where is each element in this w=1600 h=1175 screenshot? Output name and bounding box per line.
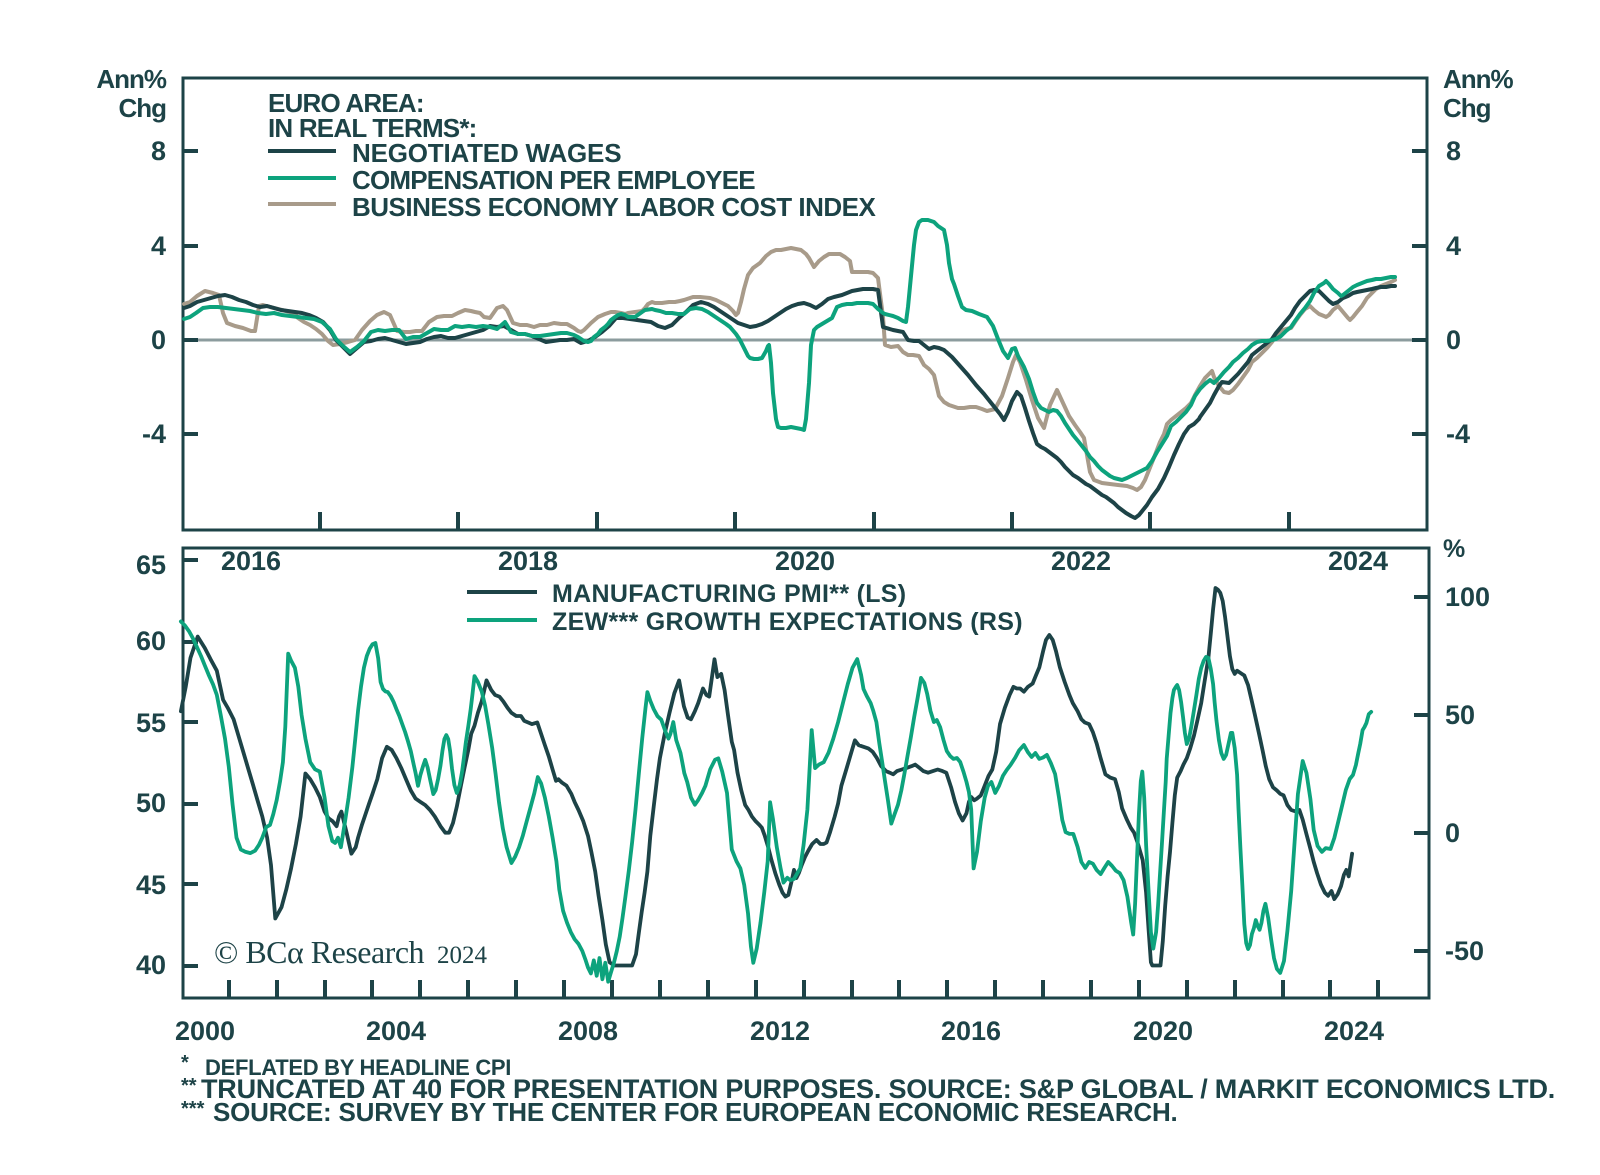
svg-text:8: 8 xyxy=(1446,136,1461,166)
svg-text:%: % xyxy=(1443,535,1465,563)
svg-text:ZEW*** GROWTH EXPECTATIONS (RS: ZEW*** GROWTH EXPECTATIONS (RS) xyxy=(552,608,1023,636)
svg-text:-50: -50 xyxy=(1445,936,1484,966)
svg-text:BUSINESS ECONOMY LABOR COST IN: BUSINESS ECONOMY LABOR COST INDEX xyxy=(352,192,876,222)
svg-text:**: ** xyxy=(181,1075,197,1097)
svg-text:IN REAL TERMS*:: IN REAL TERMS*: xyxy=(268,113,477,143)
svg-text:*: * xyxy=(181,1052,189,1074)
svg-text:8: 8 xyxy=(151,136,166,166)
svg-text:2024: 2024 xyxy=(1324,1016,1384,1046)
svg-text:MANUFACTURING PMI** (LS): MANUFACTURING PMI** (LS) xyxy=(552,580,906,608)
svg-text:EURO AREA:: EURO AREA: xyxy=(268,88,424,118)
svg-text:2016: 2016 xyxy=(941,1016,1001,1046)
svg-text:TRUNCATED AT 40 FOR PRESENTATI: TRUNCATED AT 40 FOR PRESENTATION PURPOSE… xyxy=(201,1074,1555,1104)
svg-text:COMPENSATION PER EMPLOYEE: COMPENSATION PER EMPLOYEE xyxy=(352,165,755,195)
svg-text:2004: 2004 xyxy=(366,1016,426,1046)
svg-text:50: 50 xyxy=(1445,700,1475,730)
svg-text:60: 60 xyxy=(136,626,166,656)
svg-text:45: 45 xyxy=(136,870,166,900)
svg-text:2024: 2024 xyxy=(437,942,488,969)
svg-text:0: 0 xyxy=(151,325,166,355)
svg-text:4: 4 xyxy=(151,231,166,261)
svg-text:2024: 2024 xyxy=(1328,546,1388,576)
svg-text:2020: 2020 xyxy=(775,546,835,576)
svg-text:2018: 2018 xyxy=(498,546,558,576)
svg-text:Chg: Chg xyxy=(1443,93,1491,123)
svg-text:Ann%: Ann% xyxy=(96,64,167,94)
svg-text:2022: 2022 xyxy=(1051,546,1111,576)
svg-text:2008: 2008 xyxy=(558,1016,618,1046)
svg-text:4: 4 xyxy=(1446,231,1461,261)
svg-text:2016: 2016 xyxy=(221,546,281,576)
svg-text:2012: 2012 xyxy=(750,1016,810,1046)
svg-text:0: 0 xyxy=(1445,818,1460,848)
svg-text:65: 65 xyxy=(136,550,166,580)
svg-text:55: 55 xyxy=(136,708,166,738)
svg-text:2020: 2020 xyxy=(1133,1016,1193,1046)
svg-text:2000: 2000 xyxy=(175,1016,235,1046)
svg-text:-4: -4 xyxy=(1446,419,1470,449)
svg-text:-4: -4 xyxy=(142,419,166,449)
svg-text:40: 40 xyxy=(136,950,166,980)
svg-text:100: 100 xyxy=(1445,582,1490,612)
svg-text:***: *** xyxy=(181,1098,205,1120)
svg-text:© BCα Research: © BCα Research xyxy=(214,934,425,970)
svg-text:0: 0 xyxy=(1446,325,1461,355)
svg-text:SOURCE: SURVEY BY THE CENTER F: SOURCE: SURVEY BY THE CENTER FOR EUROPEA… xyxy=(213,1097,1178,1127)
svg-text:Chg: Chg xyxy=(118,93,166,123)
svg-text:NEGOTIATED WAGES: NEGOTIATED WAGES xyxy=(352,138,621,168)
svg-text:Ann%: Ann% xyxy=(1443,64,1514,94)
svg-text:DEFLATED BY HEADLINE CPI: DEFLATED BY HEADLINE CPI xyxy=(205,1055,511,1080)
svg-text:50: 50 xyxy=(136,788,166,818)
